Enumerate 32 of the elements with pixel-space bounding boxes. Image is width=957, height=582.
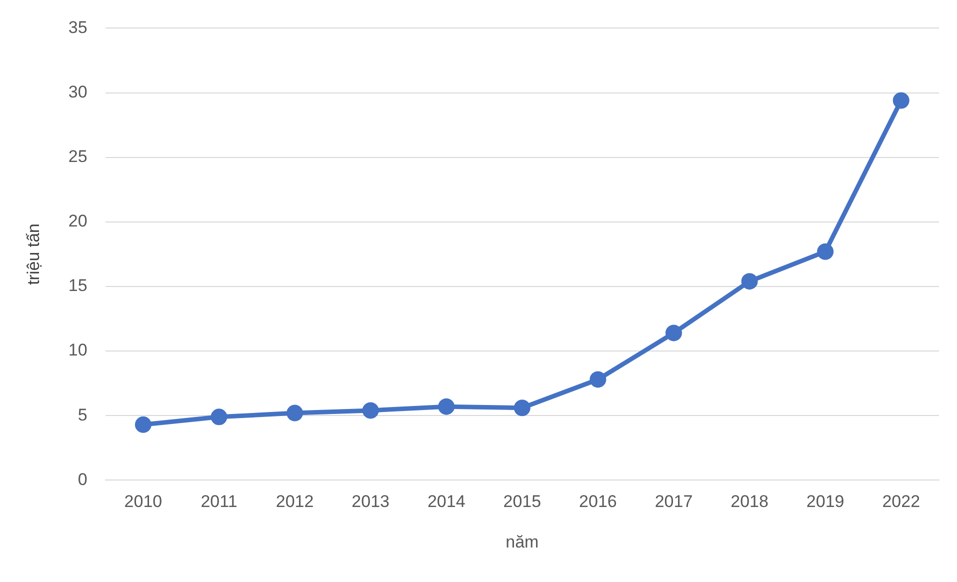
point [892, 92, 910, 109]
x-axis-title: năm [506, 532, 539, 552]
x-tick-label: 2015 [503, 492, 542, 512]
y-axis-title: triệu tấn [24, 223, 43, 285]
x-tick-label: 2011 [200, 492, 238, 512]
point [210, 408, 228, 426]
x-tick-label: 2014 [427, 492, 466, 512]
y-tick-label: 0 [78, 470, 88, 489]
x-tick-label: 2010 [124, 492, 162, 512]
y-tick-label: 30 [68, 82, 88, 102]
x-tick-label: 2017 [654, 492, 693, 512]
point [438, 398, 455, 415]
y-tick-label: 10 [68, 340, 88, 360]
x-tick-label: 2018 [730, 492, 768, 512]
point [590, 371, 606, 388]
point [514, 400, 530, 416]
y-tick-label: 25 [68, 147, 88, 166]
x-tick-label: 2022 [882, 492, 920, 512]
point [286, 404, 304, 422]
point [134, 416, 152, 433]
x-tick-label: 2012 [276, 492, 314, 512]
x-tick-label: 2013 [352, 492, 390, 512]
x-tick-label: 2019 [806, 492, 844, 512]
y-tick-label: 35 [68, 18, 88, 37]
y-tick-label: 15 [68, 276, 88, 296]
x-tick-label: 2016 [579, 492, 617, 512]
point [362, 402, 379, 419]
point [665, 324, 682, 342]
y-tick-label: 20 [68, 212, 88, 231]
y-tick-label: 5 [78, 405, 88, 424]
point [741, 273, 758, 290]
point [817, 243, 834, 260]
